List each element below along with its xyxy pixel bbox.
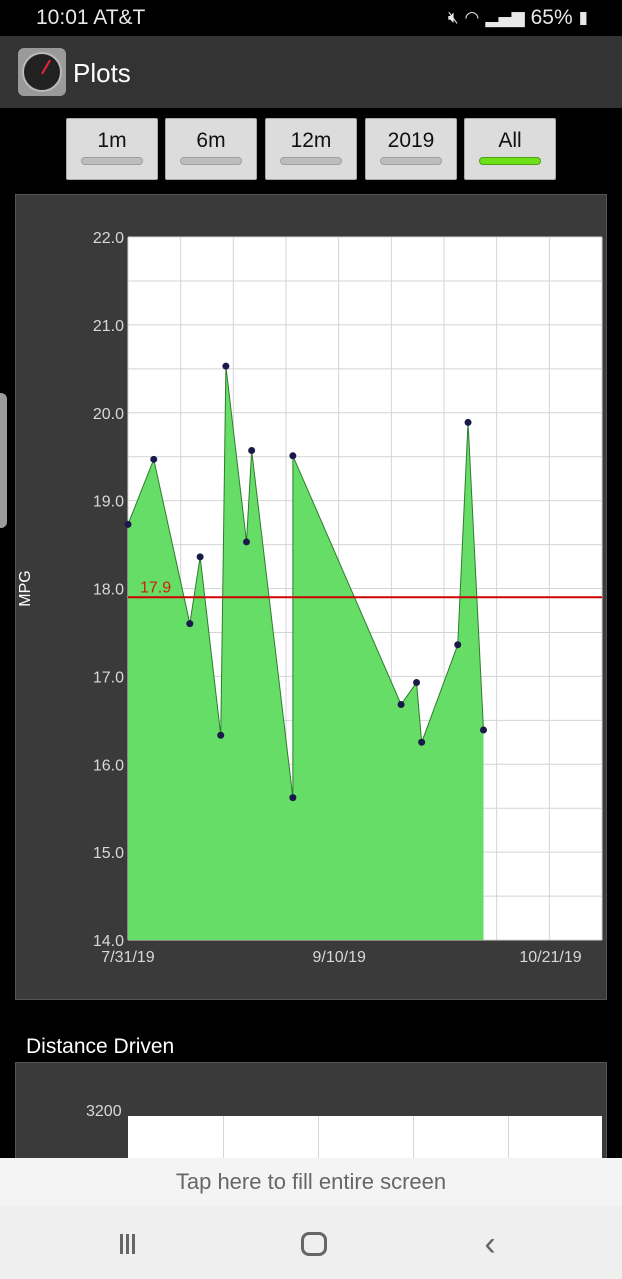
range-indicator bbox=[180, 157, 242, 165]
range-button-label: 1m bbox=[97, 129, 127, 152]
grid-line bbox=[508, 1116, 509, 1161]
data-point bbox=[418, 738, 426, 746]
distance-plot-area bbox=[128, 1116, 602, 1161]
range-indicator bbox=[81, 157, 143, 165]
battery-icon: ▮ bbox=[578, 8, 588, 28]
recents-button[interactable] bbox=[120, 1224, 160, 1264]
y-tick-label: 20.0 bbox=[93, 406, 124, 423]
data-point bbox=[289, 794, 297, 802]
average-label: 17.9 bbox=[140, 579, 171, 596]
data-point bbox=[222, 362, 230, 370]
home-button[interactable] bbox=[294, 1224, 334, 1264]
data-point bbox=[124, 520, 132, 528]
y-tick-label: 21.0 bbox=[93, 318, 124, 335]
mpg-line bbox=[127, 366, 484, 798]
y-tick-label: 3200 bbox=[86, 1103, 122, 1120]
y-tick-label: 22.0 bbox=[93, 230, 124, 247]
y-tick-label: 17.0 bbox=[93, 669, 124, 686]
range-button-label: 2019 bbox=[387, 129, 435, 152]
data-point bbox=[217, 731, 225, 739]
back-button[interactable]: ‹ bbox=[484, 1225, 496, 1263]
x-tick-label: 9/10/19 bbox=[313, 949, 366, 966]
data-point bbox=[150, 455, 158, 463]
distance-driven-title: Distance Driven bbox=[26, 1035, 175, 1058]
range-button-all[interactable]: All bbox=[464, 118, 556, 180]
distance-chart-panel: 3200 bbox=[15, 1062, 607, 1162]
range-button-6m[interactable]: 6m bbox=[165, 118, 257, 180]
range-button-label: All bbox=[498, 129, 522, 152]
battery-percent: 65% bbox=[530, 6, 573, 29]
range-indicator bbox=[280, 157, 342, 165]
range-button-label: 6m bbox=[196, 129, 226, 152]
range-button-label: 12m bbox=[290, 129, 332, 152]
data-point bbox=[397, 700, 405, 708]
mpg-area bbox=[128, 366, 484, 940]
fill-screen-banner[interactable]: Tap here to fill entire screen bbox=[0, 1158, 622, 1206]
data-point bbox=[464, 418, 472, 426]
y-tick-label: 19.0 bbox=[93, 494, 124, 511]
data-point bbox=[186, 620, 194, 628]
y-axis-label: MPG bbox=[17, 570, 34, 606]
x-tick-label: 7/31/19 bbox=[101, 949, 154, 966]
wifi-icon: ◠ bbox=[464, 8, 480, 28]
app-bar: Plots bbox=[0, 36, 622, 108]
status-bar: 10:01 AT&T 🔇︎ ◠ ▂▄▆ 65% ▮ bbox=[0, 0, 622, 36]
page-title: Plots bbox=[73, 58, 131, 88]
data-point bbox=[480, 726, 487, 734]
y-tick-label: 18.0 bbox=[93, 582, 124, 599]
range-button-1m[interactable]: 1m bbox=[66, 118, 158, 180]
y-tick-label: 15.0 bbox=[93, 845, 124, 862]
range-indicator bbox=[380, 157, 442, 165]
navigation-bar: ‹ bbox=[0, 1206, 622, 1279]
grid-line bbox=[223, 1116, 224, 1161]
range-button-12m[interactable]: 12m bbox=[265, 118, 357, 180]
mpg-chart: 17.9 14.0 15.0 16.0 17.0 18.0 19.0 20.0 21.0 22.0… bbox=[17, 230, 603, 966]
mpg-chart-panel: 17.9 14.0 15.0 16.0 17.0 18.0 19.0 20.0 21.0 22.0… bbox=[15, 194, 607, 1000]
y-tick-label: 16.0 bbox=[93, 757, 124, 774]
range-indicator-active bbox=[479, 157, 541, 165]
status-time: 10:01 bbox=[36, 6, 89, 29]
gauge-app-icon[interactable] bbox=[18, 48, 66, 96]
grid-line bbox=[413, 1116, 414, 1161]
data-point bbox=[196, 553, 204, 561]
status-icons: 🔇︎ ◠ ▂▄▆ 65% ▮ bbox=[448, 6, 588, 30]
y-tick-label: 14.0 bbox=[93, 933, 124, 950]
data-point bbox=[289, 452, 297, 460]
data-point bbox=[243, 538, 250, 546]
edge-panel-handle[interactable] bbox=[0, 393, 7, 528]
mute-icon: 🔇︎ bbox=[447, 8, 459, 28]
data-point bbox=[454, 641, 462, 649]
data-point bbox=[248, 447, 256, 455]
signal-icon: ▂▄▆ bbox=[485, 8, 525, 28]
status-carrier: AT&T bbox=[93, 6, 146, 29]
data-point bbox=[413, 679, 421, 687]
grid-line bbox=[318, 1116, 319, 1161]
status-time-carrier: 10:01 AT&T bbox=[36, 6, 145, 30]
x-tick-label: 10/21/19 bbox=[519, 949, 581, 966]
range-button-2019[interactable]: 2019 bbox=[365, 118, 457, 180]
